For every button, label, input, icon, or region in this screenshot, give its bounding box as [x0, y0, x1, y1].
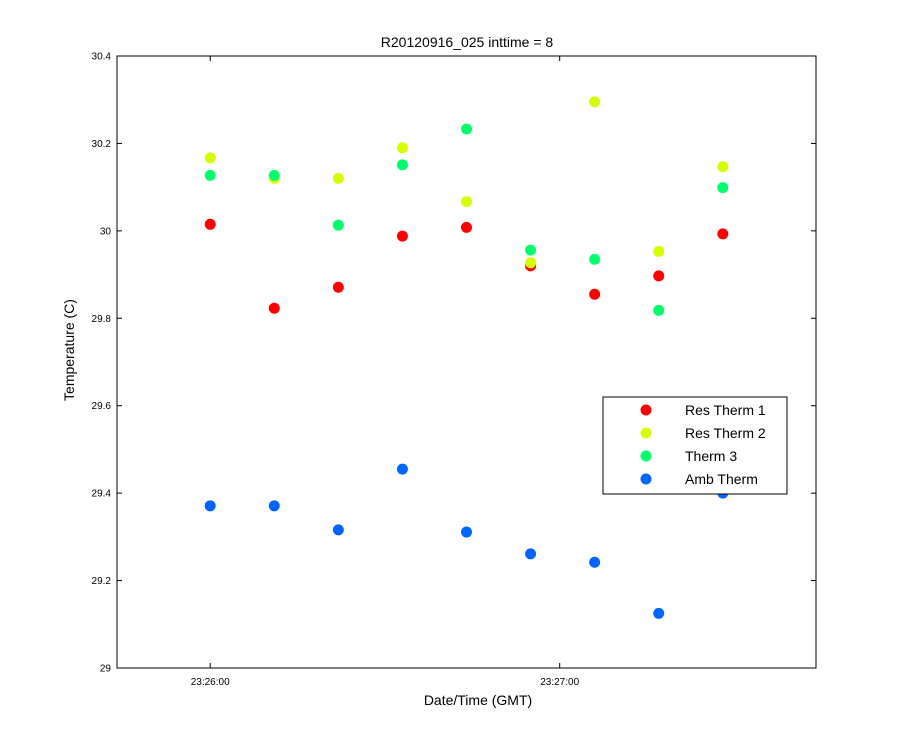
data-point	[396, 159, 408, 171]
data-point	[717, 228, 729, 240]
y-tick-label: 29.4	[92, 489, 112, 500]
legend-marker	[640, 473, 652, 485]
data-point	[332, 172, 344, 184]
x-axis-ticks: 23:26:00 23:27:00	[191, 56, 580, 688]
legend-marker	[640, 404, 652, 416]
y-axis-ticks: 29 29.2 29.4 29.6 29.8 30 30.2 30.4	[92, 52, 816, 675]
legend-marker	[640, 450, 652, 462]
data-point	[589, 96, 601, 108]
y-tick-label: 29	[100, 664, 112, 675]
y-tick-label: 29.2	[92, 576, 112, 587]
data-point	[204, 218, 216, 230]
data-point	[396, 230, 408, 242]
legend-label: Res Therm 1	[685, 402, 766, 418]
legend-label: Res Therm 2	[685, 425, 766, 441]
legend-label: Amb Therm	[685, 471, 758, 487]
data-point	[332, 524, 344, 536]
x-axis-label: Date/Time (GMT)	[424, 692, 532, 708]
data-point	[717, 182, 729, 194]
data-point	[396, 142, 408, 154]
y-tick-label: 29.8	[92, 314, 112, 325]
data-point	[653, 304, 665, 316]
data-point	[268, 169, 280, 181]
data-point	[461, 123, 472, 135]
series-amb-therm	[204, 463, 729, 619]
data-point	[332, 281, 344, 293]
data-point	[332, 219, 344, 231]
data-point	[204, 152, 216, 164]
data-point	[653, 245, 665, 257]
data-point	[461, 221, 472, 233]
legend-marker	[640, 427, 652, 439]
data-point	[461, 526, 472, 538]
data-point	[589, 253, 601, 265]
data-point	[589, 288, 601, 300]
legend-box	[602, 396, 788, 495]
x-tick-label: 23:26:00	[191, 677, 230, 688]
series-therm-3	[204, 123, 729, 316]
data-point	[717, 161, 729, 173]
legend-label: Therm 3	[685, 448, 737, 464]
y-tick-label: 30	[100, 226, 112, 237]
data-point	[525, 244, 537, 256]
data-point	[525, 548, 537, 560]
x-tick-label: 23:27:00	[540, 677, 579, 688]
data-point	[525, 257, 537, 269]
legend: Res Therm 1 Res Therm 2 Therm 3 Amb Therm	[602, 396, 788, 495]
data-point	[589, 556, 601, 568]
data-point	[268, 302, 280, 314]
series-res-therm-1	[204, 218, 729, 314]
y-tick-label: 30.4	[92, 52, 112, 63]
data-point	[396, 463, 408, 475]
chart-title: R20120916_025 inttime = 8	[381, 34, 554, 50]
data-point	[204, 169, 216, 181]
data-point	[268, 500, 280, 512]
data-point	[653, 607, 665, 619]
data-point	[461, 196, 472, 208]
y-tick-label: 29.6	[92, 401, 112, 412]
y-axis-label: Temperature (C)	[61, 299, 77, 401]
data-point	[204, 500, 216, 512]
y-tick-label: 30.2	[92, 139, 112, 150]
plot-area-border	[116, 55, 817, 669]
data-point	[653, 270, 665, 282]
